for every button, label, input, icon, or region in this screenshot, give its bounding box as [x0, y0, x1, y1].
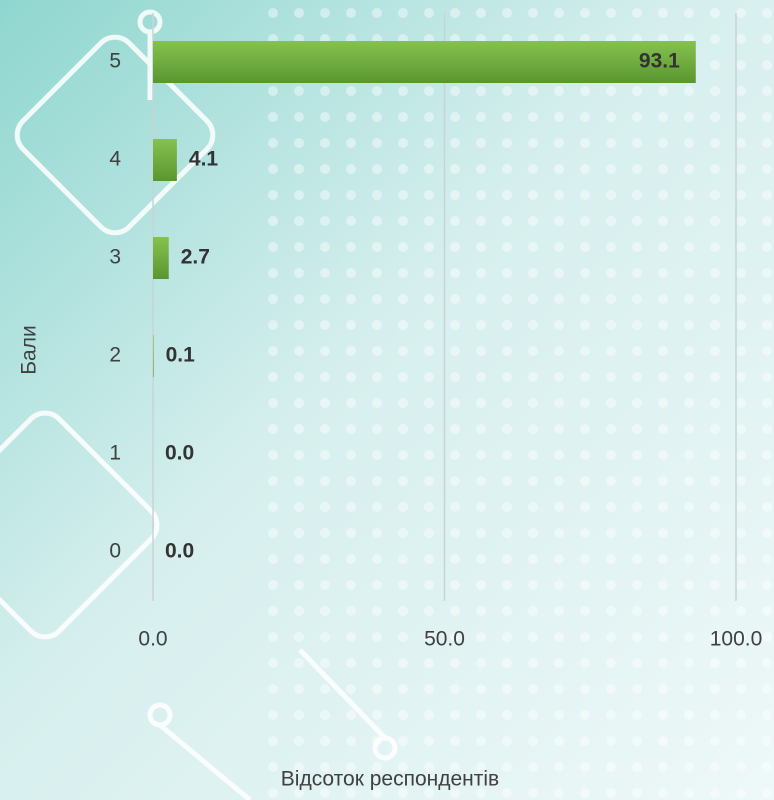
bar: [153, 41, 696, 83]
x-axis-title: Відсоток респондентів: [281, 768, 499, 791]
background-dots: [260, 0, 774, 800]
value-label: 0.0: [165, 540, 194, 563]
y-tick-label: 4: [109, 148, 121, 171]
y-tick-label: 2: [109, 344, 121, 367]
y-tick-label: 0: [109, 540, 121, 563]
bar: [153, 237, 169, 279]
x-tick-label: 0.0: [138, 628, 167, 651]
x-tick-label: 100.0: [710, 628, 763, 651]
y-axis-title: Бали: [18, 325, 41, 374]
value-label: 4.1: [189, 148, 219, 171]
value-label: 93.1: [639, 50, 680, 73]
bar: [153, 335, 154, 377]
value-label: 2.7: [181, 246, 210, 269]
y-tick-label: 5: [109, 50, 121, 73]
value-label: 0.1: [166, 344, 196, 367]
y-tick-label: 1: [109, 442, 121, 465]
value-label: 0.0: [165, 442, 194, 465]
x-tick-label: 50.0: [424, 628, 465, 651]
bar: [153, 139, 177, 181]
y-tick-label: 3: [109, 246, 121, 269]
chart: Відсоток респондентів Бали 0.050.0100.05…: [0, 0, 774, 800]
